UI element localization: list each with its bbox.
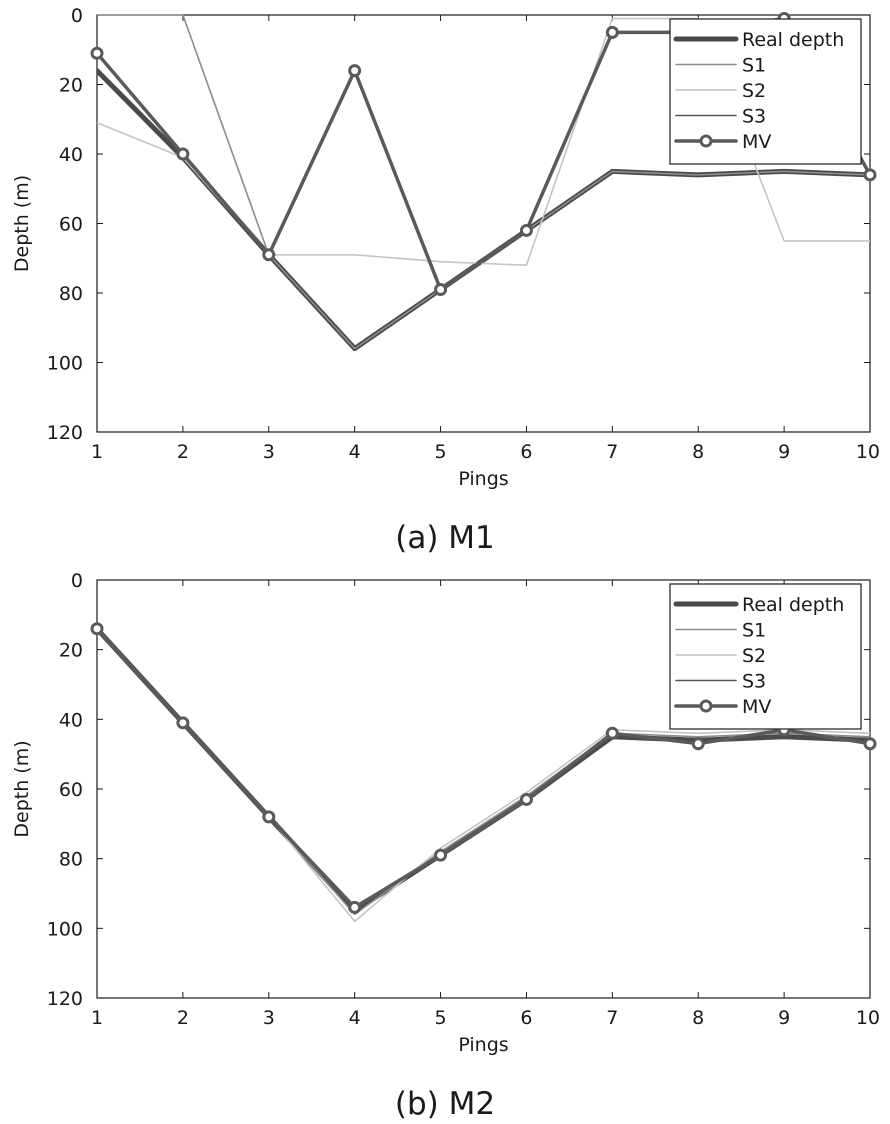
- mv-point: [434, 848, 448, 862]
- x-axis-label: Pings: [458, 468, 508, 490]
- y-tick-label: 20: [59, 75, 83, 97]
- y-tick-label: 60: [59, 779, 83, 801]
- mv-point: [691, 737, 705, 751]
- y-tick-label: 40: [59, 709, 83, 731]
- legend-label: S3: [742, 106, 766, 128]
- mv-point: [519, 792, 533, 806]
- y-tick-label: 120: [47, 988, 83, 1010]
- legend-marker: [699, 134, 713, 148]
- mv-point: [348, 900, 362, 914]
- series-line-mv: [97, 627, 870, 910]
- mv-point: [262, 248, 276, 262]
- x-tick-label: 5: [435, 1007, 447, 1029]
- x-tick-label: 3: [263, 441, 275, 463]
- y-tick-label: 100: [47, 918, 83, 940]
- x-tick-label: 1: [91, 1007, 103, 1029]
- mv-point: [863, 737, 877, 751]
- legend-label: S1: [742, 620, 766, 642]
- chart-caption: (b) M2: [395, 1086, 495, 1122]
- chart-m2: 0 20 40 60 80 100 120 1 2 3 4 5 6 7 8 9 10 Pings Depth (m)…: [11, 570, 880, 1122]
- mv-point: [90, 622, 104, 636]
- x-tick-label: 7: [606, 1007, 618, 1029]
- y-tick-label: 80: [59, 283, 83, 305]
- x-tick-label: 9: [778, 441, 790, 463]
- y-tick-label: 40: [59, 144, 83, 166]
- chart-caption: (a) M1: [395, 520, 495, 556]
- legend-label: MV: [742, 131, 771, 153]
- legend-marker: [699, 699, 713, 713]
- legend-label: S2: [742, 80, 766, 102]
- x-tick-label: 8: [692, 1007, 704, 1029]
- mv-point: [605, 25, 619, 39]
- y-tick-label: 80: [59, 849, 83, 871]
- legend-label: Real depth: [742, 29, 844, 51]
- x-tick-label: 10: [856, 441, 880, 463]
- mv-point: [434, 283, 448, 297]
- x-tick-label: 4: [349, 1007, 361, 1029]
- mv-point: [262, 810, 276, 824]
- mv-point: [519, 223, 533, 237]
- y-tick-label: 0: [71, 5, 83, 27]
- legend-label: S3: [742, 671, 766, 693]
- x-tick-label: 7: [606, 441, 618, 463]
- x-tick-label: 5: [435, 441, 447, 463]
- y-axis-label: Depth (m): [11, 740, 33, 837]
- x-tick-label: 6: [520, 1007, 532, 1029]
- mv-point: [90, 46, 104, 60]
- x-tick-label: 1: [91, 441, 103, 463]
- x-tick-label: 4: [349, 441, 361, 463]
- series-layer: [97, 626, 870, 923]
- x-tick-label: 9: [778, 1007, 790, 1029]
- y-axis-label: Depth (m): [11, 175, 33, 272]
- legend-label: MV: [742, 696, 771, 718]
- mv-point: [348, 64, 362, 78]
- chart-m1: 0 20 40 60 80 100 120 1 2 3 4 5 6 7 8 9 10 Pings Depth (m)…: [11, 5, 880, 556]
- y-tick-label: 120: [47, 422, 83, 444]
- x-tick-label: 3: [263, 1007, 275, 1029]
- y-tick-label: 100: [47, 353, 83, 375]
- mv-point: [863, 168, 877, 182]
- legend-label: S1: [742, 55, 766, 77]
- y-tick-label: 60: [59, 214, 83, 236]
- legend-label: Real depth: [742, 594, 844, 616]
- x-tick-label: 6: [520, 441, 532, 463]
- x-tick-label: 10: [856, 1007, 880, 1029]
- mv-point: [176, 716, 190, 730]
- y-tick-label: 0: [71, 570, 83, 592]
- x-tick-label: 2: [177, 1007, 189, 1029]
- legend-label: S2: [742, 645, 766, 667]
- x-tick-label: 2: [177, 441, 189, 463]
- mv-point: [176, 147, 190, 161]
- y-tick-label: 20: [59, 640, 83, 662]
- mv-point: [605, 726, 619, 740]
- x-tick-label: 8: [692, 441, 704, 463]
- x-axis-label: Pings: [458, 1034, 508, 1056]
